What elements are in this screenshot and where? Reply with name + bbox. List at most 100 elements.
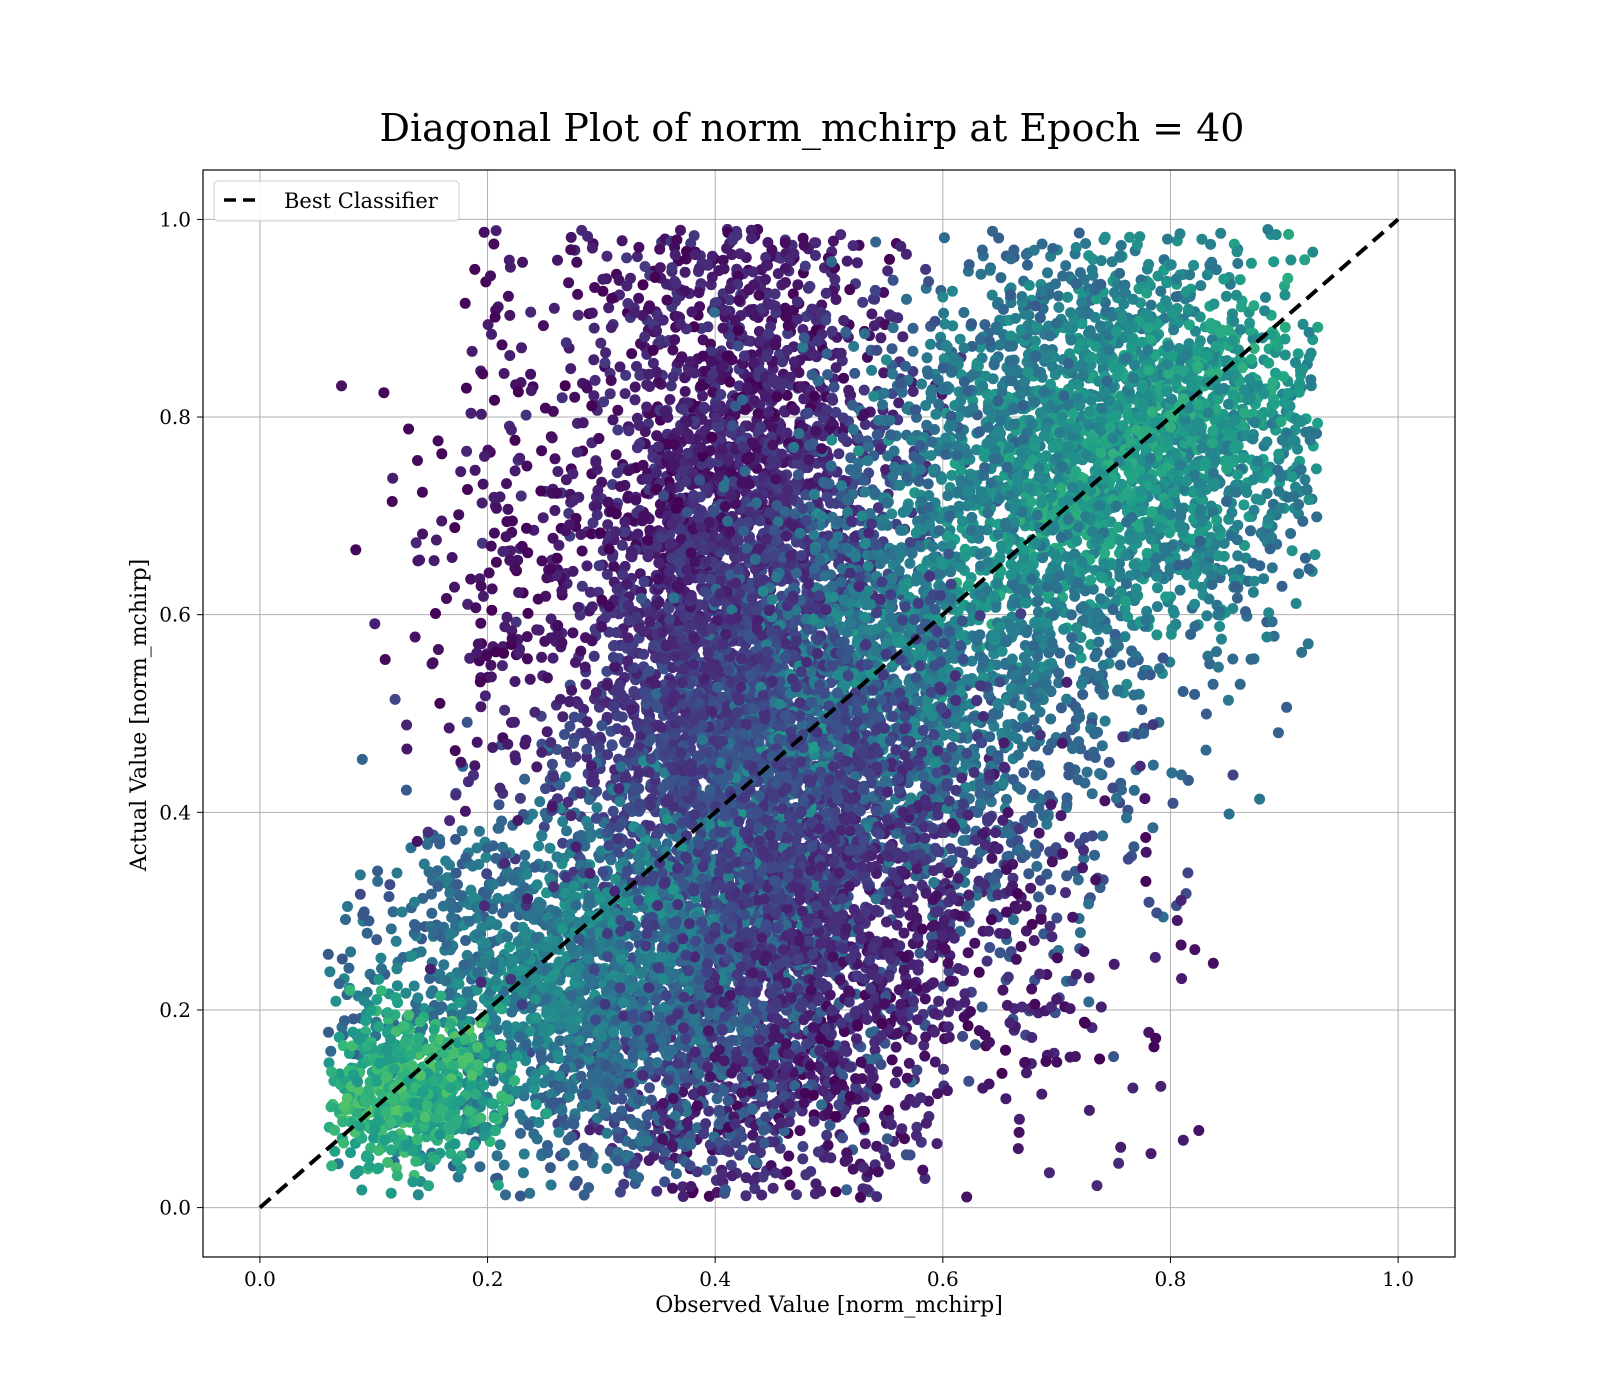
- scatter-point: [677, 1181, 689, 1193]
- scatter-point: [556, 392, 568, 404]
- scatter-point: [788, 404, 800, 416]
- scatter-point: [733, 294, 745, 306]
- scatter-point: [609, 661, 621, 673]
- scatter-point: [622, 600, 634, 612]
- scatter-point: [664, 450, 676, 462]
- scatter-point: [593, 560, 605, 572]
- scatter-point: [608, 701, 620, 713]
- scatter-point: [570, 657, 581, 668]
- scatter-point: [726, 489, 738, 501]
- scatter-point: [748, 279, 760, 291]
- scatter-point: [591, 509, 603, 521]
- scatter-point: [670, 278, 682, 289]
- scatter-point: [769, 300, 781, 312]
- scatter-point: [804, 280, 816, 292]
- scatter-point: [698, 403, 710, 415]
- scatter-point: [496, 339, 508, 351]
- scatter-point: [827, 235, 839, 247]
- scatter-point: [707, 369, 719, 381]
- scatter-point: [575, 645, 587, 657]
- scatter-point: [688, 489, 699, 501]
- scatter-point: [762, 328, 774, 340]
- scatter-point: [707, 540, 719, 552]
- scatter-point: [770, 339, 782, 351]
- scatter-point: [642, 548, 654, 560]
- scatter-point: [616, 539, 628, 551]
- scatter-point: [644, 381, 656, 392]
- scatter-point: [611, 723, 623, 735]
- scatter-point: [791, 1189, 802, 1201]
- scatter-point: [649, 272, 661, 283]
- scatter-point: [825, 1152, 837, 1164]
- scatter-point: [680, 476, 692, 487]
- scatter-point: [770, 375, 782, 387]
- scatter-point: [812, 335, 824, 347]
- scatter-point: [615, 481, 626, 492]
- scatter-point: [629, 394, 641, 406]
- scatter-point: [643, 1155, 655, 1166]
- scatter-point: [692, 688, 704, 700]
- scatter-point: [671, 234, 683, 246]
- scatter-point: [740, 1190, 752, 1202]
- scatter-point: [788, 356, 800, 368]
- scatter-point: [895, 240, 907, 252]
- scatter-point: [626, 348, 638, 360]
- scatter-point: [775, 426, 787, 437]
- scatter-point: [600, 347, 612, 359]
- scatter-point: [682, 447, 694, 459]
- scatter-point: [830, 406, 842, 418]
- scatter-point: [634, 798, 645, 810]
- scatter-point: [579, 661, 591, 673]
- scatter-point: [639, 426, 651, 438]
- scatter-point: [607, 805, 619, 817]
- scatter-point: [717, 322, 729, 334]
- scatter-point: [621, 578, 633, 590]
- scatter-point: [699, 586, 711, 598]
- scatter-point: [643, 665, 655, 677]
- scatter-point: [746, 437, 758, 449]
- scatter-point: [713, 265, 725, 277]
- scatter-point: [770, 473, 782, 485]
- scatter-point: [611, 583, 623, 595]
- scatter-point: [745, 304, 757, 316]
- scatter-point: [481, 868, 493, 880]
- scatter-point: [601, 568, 613, 580]
- scatter-point: [730, 535, 742, 547]
- scatter-point: [586, 242, 598, 254]
- scatter-point: [892, 312, 904, 324]
- scatter-point: [650, 467, 662, 478]
- scatter-point: [576, 545, 588, 557]
- scatter-point: [810, 250, 821, 261]
- scatter-point: [605, 322, 617, 333]
- scatter-point: [722, 454, 734, 466]
- scatter-point: [672, 496, 684, 508]
- scatter-point: [743, 478, 755, 490]
- scatter-point: [608, 640, 619, 652]
- scatter-point: [641, 401, 653, 413]
- scatter-point: [607, 414, 619, 426]
- scatter-point: [619, 735, 631, 747]
- scatter-point: [588, 354, 600, 366]
- scatter-point: [685, 1181, 697, 1192]
- scatter-point: [621, 280, 633, 292]
- scatter-point: [673, 582, 685, 594]
- scatter-point: [557, 837, 569, 849]
- scatter-point: [629, 381, 641, 393]
- scatter-point: [686, 733, 698, 745]
- scatter-point: [835, 347, 847, 359]
- scatter-point: [788, 248, 800, 260]
- scatter-point: [753, 289, 765, 301]
- scatter-point: [601, 250, 613, 262]
- scatter-point: [754, 421, 766, 433]
- scatter-point: [779, 237, 791, 249]
- scatter-point: [766, 244, 778, 256]
- scatter-point: [829, 274, 841, 285]
- scatter-point: [679, 386, 691, 397]
- scatter-point: [611, 467, 623, 479]
- scatter-point: [544, 842, 556, 854]
- scatter-point: [729, 314, 741, 326]
- scatter-point: [612, 424, 624, 436]
- scatter-point: [795, 381, 807, 393]
- scatter-point: [673, 625, 685, 637]
- scatter-point: [753, 543, 764, 555]
